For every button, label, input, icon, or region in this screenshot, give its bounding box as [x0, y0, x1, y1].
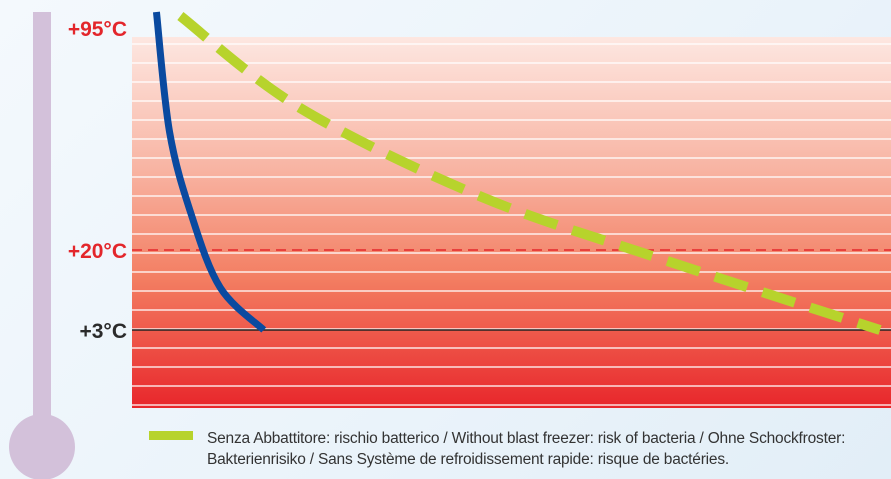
plot-band [132, 37, 891, 408]
series-line-blast-freezer [152, 11, 267, 333]
legend-swatch-green [149, 431, 193, 440]
thermometer-tube [33, 12, 51, 430]
thermometer-bulb [9, 414, 75, 479]
temperature-labels: +95°C +20°C +3°C [68, 18, 127, 343]
series-line-without-blast-freezer [177, 12, 882, 335]
temp-label-20: +20°C [68, 240, 127, 263]
temp-label-3: +3°C [79, 320, 127, 343]
legend-label: Senza Abbattitore: rischio batterico / W… [207, 430, 846, 468]
temp-label-95: +95°C [68, 18, 127, 41]
series-lines [152, 11, 882, 335]
